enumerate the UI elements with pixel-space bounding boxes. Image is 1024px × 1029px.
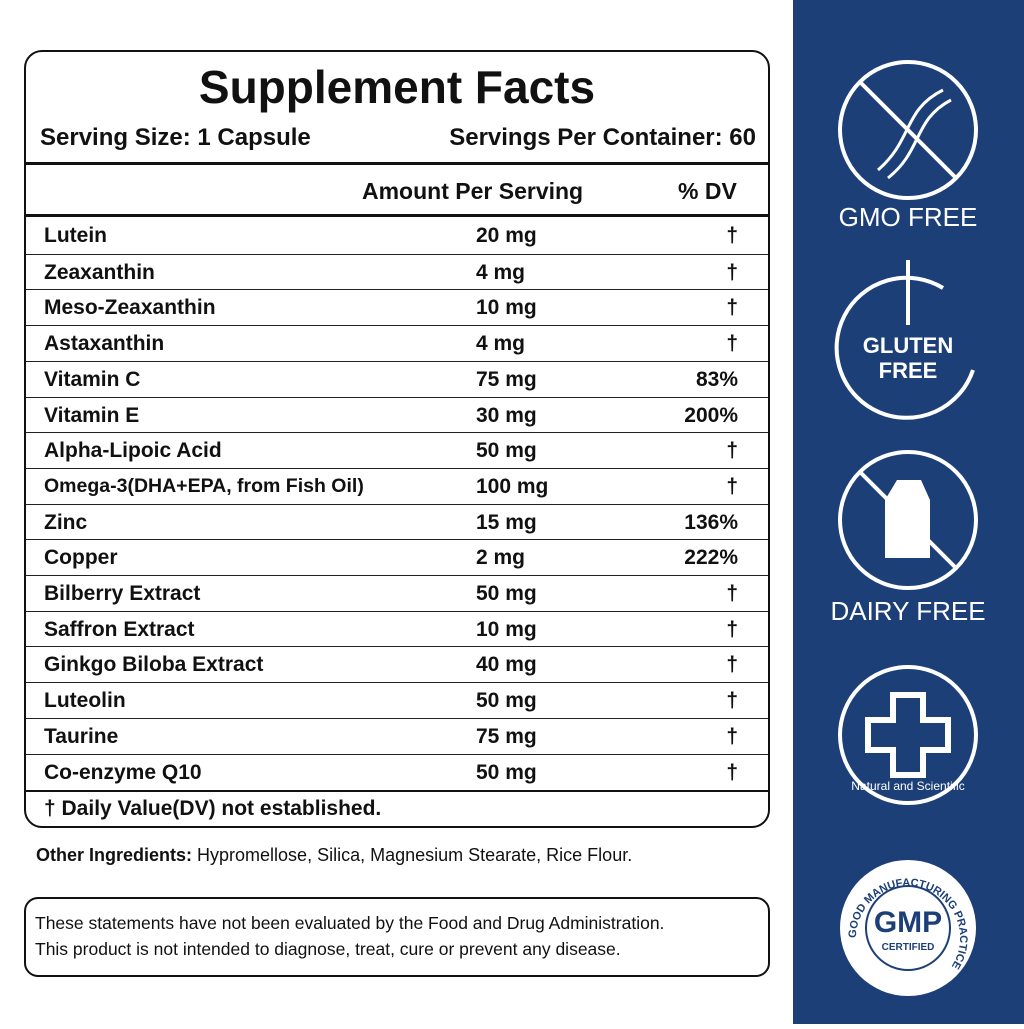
- fact-row: Alpha-Lipoic Acid 50 mg †: [26, 432, 768, 469]
- facts-panel: Supplement Facts Serving Size: 1 Capsule…: [24, 50, 770, 828]
- other-ingredients: Other Ingredients: Hypromellose, Silica,…: [36, 845, 632, 866]
- dv: †: [726, 653, 738, 677]
- badge-label: GLUTEN: [863, 333, 953, 358]
- gmp-ring: [865, 885, 951, 971]
- dv: †: [726, 582, 738, 605]
- serving-size: Serving Size: 1 Capsule: [40, 124, 311, 151]
- badge-panel: GMO FREE GLUTEN FREE DAIRY FREE Natural …: [793, 0, 1024, 1024]
- gmp-main: GMP: [874, 906, 942, 939]
- badge-label: FREE: [879, 358, 938, 383]
- amount: 30 mg: [476, 403, 537, 427]
- name: Saffron Extract: [44, 617, 195, 641]
- natural-icon: [838, 665, 978, 805]
- dv: †: [726, 474, 738, 498]
- name: Taurine: [44, 724, 119, 748]
- servings-per-container: Servings Per Container: 60: [449, 124, 756, 151]
- fact-row: Saffron Extract 10 mg †: [26, 610, 768, 648]
- amount: 50 mg: [476, 582, 537, 605]
- dv: †: [726, 439, 738, 463]
- badge-label: DAIRY FREE: [830, 596, 985, 626]
- gmo-icon: [838, 60, 978, 200]
- amount: 2 mg: [476, 546, 526, 570]
- name: Omega-3(DHA+EPA, from Fish Oil): [44, 474, 364, 497]
- fact-row: Astaxanthin 4 mg †: [26, 325, 768, 362]
- gmp-badge: [840, 860, 976, 996]
- dv: †: [726, 617, 738, 641]
- dv: †: [726, 760, 738, 784]
- disclaimer: These statements have not been evaluated…: [24, 897, 770, 977]
- amount: 20 mg: [476, 224, 537, 247]
- fact-row: Co-enzyme Q10 50 mg †: [26, 753, 768, 791]
- dv: †: [726, 724, 738, 748]
- badges: GMO FREE GLUTEN FREE DAIRY FREE Natural …: [830, 60, 986, 996]
- name: Co-enzyme Q10: [44, 760, 202, 784]
- amount: 4 mg: [476, 332, 526, 356]
- fact-row: Vitamin E 30 mg 200%: [26, 396, 768, 434]
- gluten-icon: [834, 260, 975, 420]
- fact-row: Zeaxanthin 4 mg †: [26, 253, 768, 291]
- dv: 222%: [684, 546, 738, 570]
- dv: 136%: [684, 510, 738, 534]
- amount: 75 mg: [476, 367, 537, 391]
- name: Meso-Zeaxanthin: [44, 296, 216, 320]
- name: Zeaxanthin: [44, 260, 155, 284]
- fact-row: Ginkgo Biloba Extract 40 mg †: [26, 646, 768, 683]
- amount-header: Amount Per Serving: [362, 178, 584, 204]
- label: Other Ingredients:: [36, 845, 193, 865]
- amount: 50 mg: [476, 439, 537, 463]
- fact-row: Luteolin 50 mg †: [26, 682, 768, 719]
- amount: 4 mg: [476, 260, 526, 284]
- dairy-icon: [838, 450, 978, 590]
- name: Vitamin E: [44, 403, 140, 427]
- badge-label: Natural and Scientific: [851, 779, 964, 793]
- amount: 10 mg: [476, 617, 537, 641]
- divider: [26, 790, 768, 792]
- disclaimer-line: This product is not intended to diagnose…: [35, 939, 621, 959]
- fact-row: Meso-Zeaxanthin 10 mg †: [26, 289, 768, 326]
- name: Alpha-Lipoic Acid: [44, 439, 222, 463]
- amount: 100 mg: [476, 474, 549, 498]
- dv: †: [726, 224, 738, 247]
- title: Supplement Facts: [198, 61, 596, 113]
- fact-row: Zinc 15 mg 136%: [26, 503, 768, 541]
- text: Hypromellose, Silica, Magnesium Stearate…: [197, 845, 633, 865]
- divider: [26, 162, 768, 165]
- dv: 200%: [684, 403, 738, 427]
- amount: 50 mg: [476, 760, 537, 784]
- amount: 50 mg: [476, 689, 537, 713]
- fact-row: Copper 2 mg 222%: [26, 539, 768, 576]
- dv-header: % DV: [678, 178, 737, 204]
- divider: [26, 214, 768, 217]
- amount: 40 mg: [476, 653, 537, 677]
- name: Zinc: [44, 510, 88, 534]
- fact-row: Omega-3(DHA+EPA, from Fish Oil) 100 mg †: [26, 467, 768, 505]
- dv: †: [726, 260, 738, 284]
- name: Vitamin C: [44, 367, 141, 391]
- name: Luteolin: [44, 689, 126, 713]
- fact-row: Vitamin C 75 mg 83%: [26, 360, 768, 398]
- amount: 15 mg: [476, 510, 537, 534]
- gmp-sub: CERTIFIED: [882, 942, 935, 953]
- dv: 83%: [695, 367, 738, 391]
- fact-row: Taurine 75 mg †: [26, 717, 768, 755]
- dv: †: [726, 296, 738, 320]
- fact-row: Bilberry Extract 50 mg †: [26, 575, 768, 612]
- name: Astaxanthin: [44, 332, 165, 356]
- fact-row: Lutein 20 mg †: [26, 218, 768, 254]
- footnote: † Daily Value(DV) not established.: [44, 797, 382, 820]
- name: Copper: [44, 546, 118, 570]
- disclaimer-line: These statements have not been evaluated…: [35, 913, 665, 933]
- badge-label: GMO FREE: [839, 202, 978, 232]
- amount: 10 mg: [476, 296, 537, 320]
- name: Lutein: [44, 224, 107, 247]
- amount: 75 mg: [476, 724, 537, 748]
- name: Bilberry Extract: [44, 582, 201, 605]
- dv: †: [726, 332, 738, 356]
- name: Ginkgo Biloba Extract: [44, 653, 264, 677]
- dv: †: [726, 689, 738, 713]
